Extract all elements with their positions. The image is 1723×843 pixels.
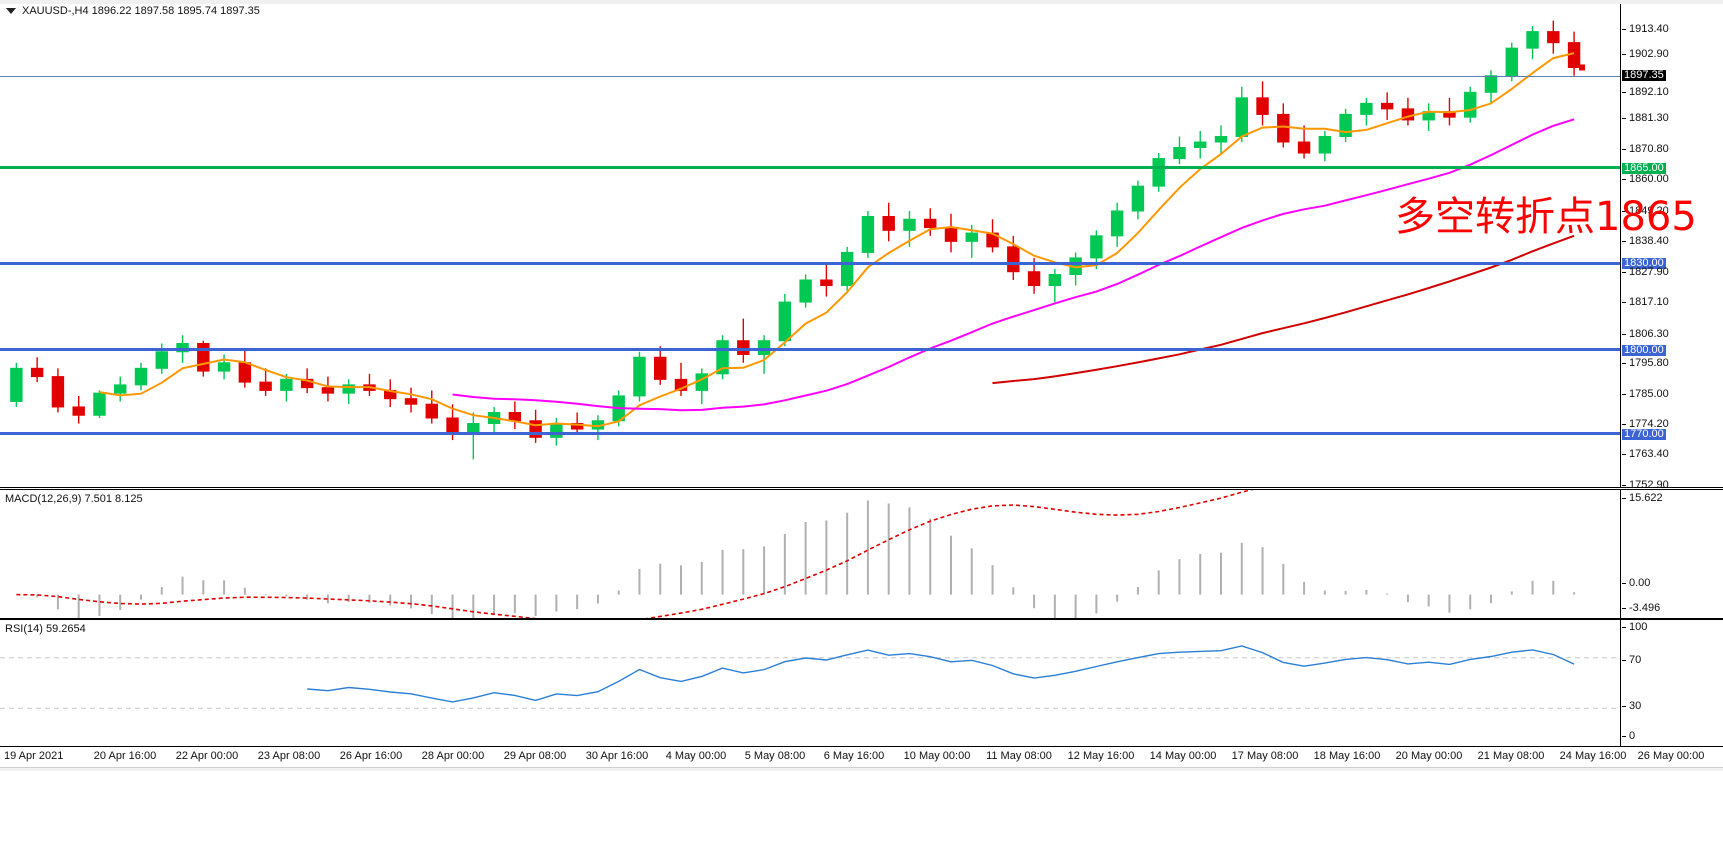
axis-price-label: 100 (1629, 621, 1648, 633)
axis-price-label: 1865.00 (1622, 162, 1666, 174)
axis-price-label: 1774.20 (1629, 418, 1669, 430)
axis-tick (1622, 179, 1626, 180)
axis-tick (1622, 92, 1626, 93)
time-axis-label: 23 Apr 08:00 (257, 750, 321, 762)
axis-tick (1622, 498, 1626, 499)
axis-tick (1622, 394, 1626, 395)
axis-price-label: 1827.90 (1629, 266, 1669, 278)
time-axis-label: 24 May 16:00 (1559, 750, 1627, 762)
axis-tick (1622, 660, 1626, 661)
symbol-header: XAUUSD-,H4 1896.22 1897.58 1895.74 1897.… (0, 4, 260, 18)
axis-tick (1622, 272, 1626, 273)
axis-tick (1622, 454, 1626, 455)
time-axis-label: 19 Apr 2021 (4, 750, 64, 762)
axis-price-label: 1860.00 (1629, 173, 1669, 185)
hline-1897 (0, 76, 1620, 77)
axis-price-label: 1913.40 (1629, 23, 1669, 35)
time-axis-label: 14 May 00:00 (1149, 750, 1217, 762)
axis-price-label: 1870.80 (1629, 143, 1669, 155)
axis-tick (1622, 302, 1626, 303)
time-axis-label: 28 Apr 00:00 (421, 750, 485, 762)
macd-plot-area[interactable]: MACD(12,26,9) 7.501 8.125 (0, 490, 1723, 618)
price-plot-area[interactable]: 多空转折点1865 (0, 4, 1723, 487)
hline-1830 (0, 262, 1620, 265)
rsi-series (0, 645, 1620, 709)
axis-price-label: 15.622 (1629, 492, 1663, 504)
price-pane[interactable]: 多空转折点1865 1913.40 1902.90 1897.35 1892.10 18… (0, 4, 1723, 491)
axis-price-label: 70 (1629, 654, 1642, 666)
time-axis-label: 29 Apr 08:00 (503, 750, 567, 762)
axis-tick (1622, 583, 1626, 584)
axis-tick (1622, 424, 1626, 425)
axis-price-label: 1770.00 (1622, 428, 1666, 440)
axis-price-label: 1763.40 (1629, 448, 1669, 460)
axis-price-label: 1806.30 (1629, 328, 1669, 340)
axis-price-label: -3.496 (1629, 602, 1661, 614)
time-axis-label: 6 May 16:00 (823, 750, 885, 762)
axis-price-label: 1902.90 (1629, 48, 1669, 60)
symbol-ohlc-text: XAUUSD-,H4 1896.22 1897.58 1895.74 1897.… (22, 5, 260, 17)
time-axis-label: 26 May 00:00 (1637, 750, 1705, 762)
axis-tick (1622, 241, 1626, 242)
time-axis-label: 22 Apr 00:00 (175, 750, 239, 762)
axis-tick (1622, 608, 1626, 609)
time-axis[interactable]: 19 Apr 2021 20 Apr 16:00 22 Apr 00:00 23 Ap… (0, 746, 1723, 767)
time-axis-label: 21 May 08:00 (1477, 750, 1545, 762)
macd-axis[interactable]: 15.622 0.00 -3.496 (1620, 490, 1723, 618)
axis-price-label: 1838.40 (1629, 235, 1669, 247)
axis-tick (1622, 363, 1626, 364)
axis-tick (1622, 736, 1626, 737)
hline-1865-pivot (0, 166, 1620, 169)
time-axis-label: 20 Apr 16:00 (93, 750, 157, 762)
macd-series (16, 490, 1576, 618)
axis-tick (1622, 485, 1626, 486)
price-axis[interactable]: 1913.40 1902.90 1897.35 1892.10 1881.30 1870.… (1620, 4, 1723, 491)
axis-tick (1622, 118, 1626, 119)
rsi-indicator-label: RSI(14) 59.2654 (5, 623, 86, 635)
rsi-plot-area[interactable]: RSI(14) 59.2654 (0, 620, 1723, 746)
annotation-pivot-label: 多空转折点1865 (1395, 194, 1697, 240)
axis-tick (1622, 627, 1626, 628)
rsi-axis[interactable]: 100 70 30 0 (1620, 620, 1723, 746)
axis-price-label: 0.00 (1629, 577, 1651, 589)
hline-1800 (0, 348, 1620, 351)
time-axis-label: 12 May 16:00 (1067, 750, 1135, 762)
time-axis-label: 5 May 08:00 (744, 750, 806, 762)
axis-price-label: 1795.80 (1629, 357, 1669, 369)
time-axis-label: 20 May 00:00 (1395, 750, 1463, 762)
candlestick-series (10, 20, 1586, 460)
axis-tick (1622, 706, 1626, 707)
triangle-down-icon[interactable] (6, 8, 16, 14)
axis-price-label: 1881.30 (1629, 112, 1669, 124)
axis-tick (1622, 54, 1626, 55)
hline-1770 (0, 432, 1620, 435)
axis-price-label: 1785.00 (1629, 388, 1669, 400)
time-axis-label: 18 May 16:00 (1313, 750, 1381, 762)
time-axis-label: 10 May 00:00 (903, 750, 971, 762)
axis-price-label: 1800.00 (1622, 344, 1666, 356)
axis-price-label: 1897.35 (1622, 69, 1666, 81)
time-axis-label: 30 Apr 16:00 (585, 750, 649, 762)
time-axis-label: 11 May 08:00 (986, 750, 1052, 762)
axis-tick (1622, 211, 1626, 212)
axis-price-label: 1752.90 (1629, 479, 1669, 491)
axis-price-label: 1849.20 (1629, 205, 1669, 217)
rsi-pane[interactable]: RSI(14) 59.2654 100 70 30 0 (0, 619, 1723, 747)
axis-tick (1622, 29, 1626, 30)
time-axis-base (0, 767, 1723, 771)
macd-indicator-label: MACD(12,26,9) 7.501 8.125 (5, 493, 143, 505)
axis-price-label: 1830.00 (1622, 257, 1666, 269)
macd-pane[interactable]: MACD(12,26,9) 7.501 8.125 15.622 0.00 -3.4… (0, 489, 1723, 619)
axis-price-label: 1817.10 (1629, 296, 1669, 308)
time-axis-label: 17 May 08:00 (1231, 750, 1299, 762)
axis-price-label: 0 (1629, 730, 1636, 742)
axis-price-label: 1892.10 (1629, 86, 1669, 98)
axis-price-label: 30 (1629, 700, 1642, 712)
axis-tick (1622, 334, 1626, 335)
time-axis-label: 4 May 00:00 (665, 750, 727, 762)
axis-tick (1622, 149, 1626, 150)
time-axis-label: 26 Apr 16:00 (339, 750, 403, 762)
